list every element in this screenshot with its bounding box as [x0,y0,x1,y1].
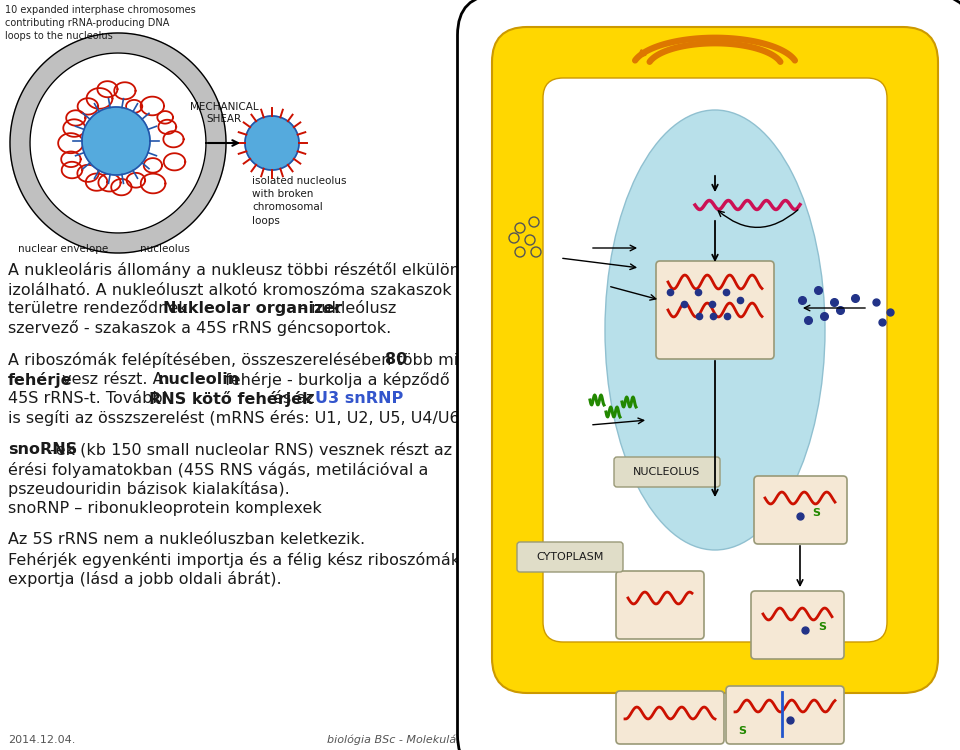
FancyBboxPatch shape [616,691,724,744]
Text: 5.8S
5S
28S: 5.8S 5S 28S [845,692,867,727]
Text: - nukleólusz: - nukleólusz [295,301,396,316]
Text: S: S [738,726,746,736]
Text: large
subunit: large subunit [848,555,887,578]
FancyBboxPatch shape [517,542,623,572]
Text: NUCLEOLUS: NUCLEOLUS [634,467,701,477]
FancyBboxPatch shape [726,686,844,744]
Text: small
subunit: small subunit [640,615,680,638]
Text: S: S [818,622,826,632]
Text: A riboszómák felépítésében, összeszerelésében több mint: A riboszómák felépítésében, összeszerelé… [8,352,480,368]
Text: CYTOPLASM: CYTOPLASM [537,552,604,562]
Polygon shape [30,53,206,233]
Text: nuclear envelope: nuclear envelope [18,244,108,254]
Text: biológia BSc - Molekuláris biológia előadások  -  Putnok: biológia BSc - Molekuláris biológia előa… [326,734,634,745]
Text: is segíti az összszerelést (mRNS érés: U1, U2, U5, U4/U6): is segíti az összszerelést (mRNS érés: U… [8,410,466,427]
FancyBboxPatch shape [543,78,887,642]
Polygon shape [245,116,299,170]
Text: területre rendeződnek.: területre rendeződnek. [8,301,198,316]
Text: 8-11: 8-11 [921,732,952,745]
FancyBboxPatch shape [656,261,774,359]
Text: 40S
subunit: 40S subunit [575,727,612,749]
Text: Fehérjék egyenkénti importja és a félig kész riboszómák: Fehérjék egyenkénti importja és a félig … [8,551,460,568]
Text: 5S rRNA
made
outside
nucleolus: 5S rRNA made outside nucleolus [500,415,550,462]
Text: 80: 80 [385,352,407,367]
Text: vesz részt. A: vesz részt. A [57,371,168,386]
Text: 45S rRNA
precursor: 45S rRNA precursor [806,196,856,218]
Text: NUCLEUS: NUCLEUS [538,495,603,508]
FancyBboxPatch shape [614,457,720,487]
Text: nucleolin: nucleolin [157,371,240,386]
FancyBboxPatch shape [616,571,704,639]
FancyBboxPatch shape [751,591,844,659]
Text: 18S
rRNA: 18S rRNA [588,703,612,725]
Text: izolálható. A nukleóluszt alkotó kromoszóma szakaszok egy: izolálható. A nukleóluszt alkotó kromosz… [8,281,487,298]
Text: MECHANICAL
SHEAR: MECHANICAL SHEAR [190,101,258,124]
Text: fehérje: fehérje [8,371,73,388]
Text: exportja (lásd a jobb oldali ábrát).: exportja (lásd a jobb oldali ábrát). [8,571,281,587]
Text: S: S [812,508,820,518]
Text: érési folyamatokban (45S RNS vágás, metilációval a: érési folyamatokban (45S RNS vágás, meti… [8,461,428,478]
Text: immature large
subunit: immature large subunit [760,542,841,565]
Text: TRANSPORT AND
ACTIVATION CREATES
FUNCTIONAL RIBOSOMES: TRANSPORT AND ACTIVATION CREATES FUNCTIO… [640,660,789,707]
Text: U3 snRNP: U3 snRNP [315,391,403,406]
Text: large
ribonucleo-
protein
particle: large ribonucleo- protein particle [548,262,607,309]
FancyBboxPatch shape [754,476,847,544]
Text: -ek (kb 150 small nucleolar RNS) vesznek részt az: -ek (kb 150 small nucleolar RNS) vesznek… [50,442,452,458]
Text: rRNA gene: rRNA gene [684,108,747,121]
Text: és az: és az [268,391,320,406]
Text: A nukleoláris állomány a nukleusz többi részétől elkülönítve: A nukleoláris állomány a nukleusz többi … [8,262,490,278]
Text: pszeudouridin bázisok kialakítása).: pszeudouridin bázisok kialakítása). [8,481,290,497]
Text: 10 expanded interphase chromosomes
contributing rRNA-producing DNA
loops to the : 10 expanded interphase chromosomes contr… [5,5,196,40]
Text: fehérje - burkolja a képződő: fehérje - burkolja a képződő [220,371,450,388]
FancyBboxPatch shape [492,27,938,693]
Text: isolated nucleolus
with broken
chromosomal
loops: isolated nucleolus with broken chromosom… [252,176,347,226]
Text: 60S
subunit: 60S subunit [682,720,718,742]
Text: Nukleolar organizer: Nukleolar organizer [163,301,342,316]
Polygon shape [82,107,150,175]
Text: RNS kötő fehérjék: RNS kötő fehérjék [149,391,313,407]
Text: rRNA: rRNA [881,702,907,712]
Text: szervező - szakaszok a 45S rRNS géncsoportok.: szervező - szakaszok a 45S rRNS géncsopo… [8,320,392,337]
Text: 45S rRNS-t. További: 45S rRNS-t. További [8,391,178,406]
Text: ribosomal
proteins
made in
cytoplasm: ribosomal proteins made in cytoplasm [500,258,554,305]
Text: 2014.12.04.: 2014.12.04. [8,735,76,745]
Text: Az 5S rRNS nem a nukleóluszban keletkezik.: Az 5S rRNS nem a nukleóluszban keletkezi… [8,532,365,547]
Text: recycling RNA
and protein
involved in
processing: recycling RNA and protein involved in pr… [840,334,913,381]
FancyBboxPatch shape [458,0,960,750]
Text: snoRNP – ribonukleoprotein komplexek: snoRNP – ribonukleoprotein komplexek [8,500,322,515]
Text: loop of nucleolar organizer DNA: loop of nucleolar organizer DNA [626,18,804,28]
Ellipse shape [605,110,825,550]
Polygon shape [10,33,226,253]
Text: snoRNS: snoRNS [8,442,77,457]
Text: TRANSCRIPTION: TRANSCRIPTION [618,157,719,170]
Text: nucleolus: nucleolus [140,244,190,254]
